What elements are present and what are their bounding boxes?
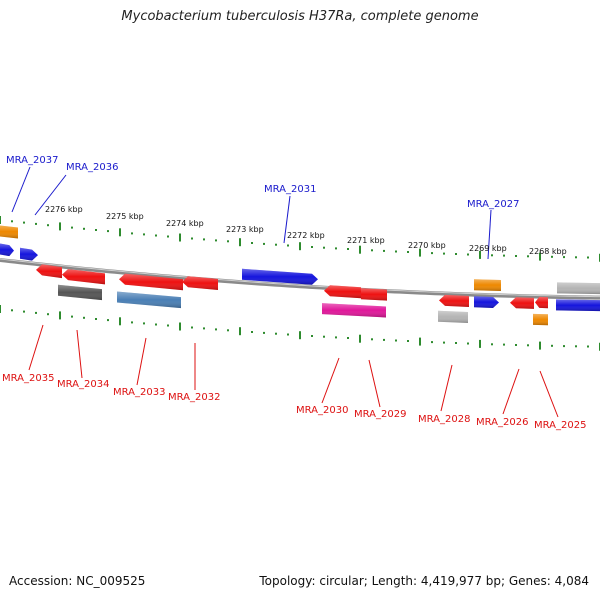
gene-arrow-shading	[510, 297, 534, 309]
gene-arrow-shading	[182, 276, 218, 290]
reverse-label-leader	[539, 370, 559, 418]
gene-feature[interactable]	[535, 296, 548, 309]
reverse-gene-label[interactable]: MRA_2033	[113, 387, 165, 398]
gene-feature[interactable]	[36, 264, 62, 279]
gene-arrow-shading	[119, 273, 183, 291]
outer-scale-ticks	[0, 216, 600, 262]
gene-arrow-shading	[242, 268, 318, 285]
gene-feature[interactable]	[182, 276, 218, 290]
gene-feature[interactable]	[533, 313, 548, 326]
scale-label: 2275 kbp	[106, 212, 144, 221]
reverse-label-leader	[440, 364, 453, 412]
reverse-gene-label[interactable]: MRA_2034	[57, 379, 109, 390]
reverse-label-leader	[136, 337, 147, 386]
scale-label: 2268 kbp	[529, 247, 567, 256]
scale-label: 2276 kbp	[45, 205, 83, 214]
scale-label: 2270 kbp	[408, 241, 446, 250]
gene-arrow-shading	[58, 284, 102, 301]
gene-feature[interactable]	[474, 296, 499, 308]
gene-feature[interactable]	[117, 291, 181, 309]
scale-label: 2274 kbp	[166, 219, 204, 228]
gene-arrow-shading	[361, 288, 387, 301]
reverse-label-leader	[28, 324, 44, 371]
gene-arrow-shading	[439, 294, 469, 307]
forward-gene-label[interactable]: MRA_2036	[66, 162, 118, 173]
gene-feature[interactable]	[510, 297, 534, 309]
gene-feature[interactable]	[557, 282, 600, 295]
gene-feature[interactable]	[0, 243, 14, 257]
gene-feature[interactable]	[62, 269, 105, 285]
gene-arrow-shading	[0, 225, 18, 239]
gene-arrow-shading	[322, 303, 386, 318]
scale-label: 2273 kbp	[226, 225, 264, 234]
forward-label-leader	[487, 209, 492, 260]
gene-feature[interactable]	[439, 294, 469, 307]
gene-feature[interactable]	[322, 303, 386, 318]
backbone-line	[0, 258, 600, 300]
scale-label: 2269 kbp	[469, 244, 507, 253]
forward-gene-label[interactable]: MRA_2031	[264, 184, 316, 195]
reverse-gene-label[interactable]: MRA_2032	[168, 392, 220, 403]
gene-arrow-shading	[533, 313, 548, 326]
reverse-label-leader	[76, 329, 83, 379]
gene-features[interactable]	[0, 225, 600, 326]
inner-scale-ticks	[0, 305, 600, 351]
scale-labels: 2276 kbp 2275 kbp 2274 kbp 2273 kbp 2272 kbp…	[45, 205, 567, 256]
reverse-gene-label[interactable]: MRA_2025	[534, 420, 586, 431]
label-leader-lines	[11, 166, 559, 418]
gene-feature[interactable]	[361, 288, 387, 301]
gene-feature[interactable]	[474, 279, 501, 291]
gene-feature[interactable]	[58, 284, 102, 301]
scale-label: 2272 kbp	[287, 231, 325, 240]
reverse-gene-label[interactable]: MRA_2030	[296, 405, 348, 416]
gene-arrow-shading	[438, 310, 468, 323]
reverse-gene-label[interactable]: MRA_2029	[354, 409, 406, 420]
gene-feature[interactable]	[324, 285, 361, 299]
reverse-label-leader	[502, 368, 520, 415]
gene-arrow-shading	[535, 296, 548, 309]
gene-arrow-shading	[324, 285, 361, 299]
genome-info-label: Topology: circular; Length: 4,419,977 bp…	[259, 574, 589, 588]
gene-arrow-shading	[557, 282, 600, 295]
forward-label-leader	[283, 195, 291, 244]
reverse-gene-label[interactable]: MRA_2026	[476, 417, 528, 428]
genome-backbone	[0, 258, 600, 300]
gene-feature[interactable]	[556, 299, 600, 312]
forward-gene-label[interactable]: MRA_2027	[467, 199, 519, 210]
backbone-highlight	[0, 258, 600, 298]
gene-arrow-shading	[474, 279, 501, 291]
accession-label: Accession: NC_009525	[9, 574, 146, 588]
gene-arrow-shading	[0, 243, 14, 257]
gene-arrow-shading	[20, 247, 38, 261]
gene-arrow-shading	[474, 296, 499, 308]
gene-arrow-shading	[36, 264, 62, 279]
gene-arrow-shading	[62, 269, 105, 285]
forward-label-leader	[11, 166, 31, 213]
gene-arrow-shading	[556, 299, 600, 312]
reverse-label-leader	[321, 357, 340, 404]
gene-feature[interactable]	[0, 225, 18, 239]
gene-arrow-shading	[117, 291, 181, 309]
reverse-label-leader	[368, 359, 381, 408]
forward-label-leader	[34, 174, 67, 216]
gene-feature[interactable]	[119, 273, 183, 291]
gene-labels[interactable]: MRA_2037 MRA_2036 MRA_2031 MRA_2027 MRA_2035…	[2, 155, 586, 431]
scale-label: 2271 kbp	[347, 236, 385, 245]
gene-feature[interactable]	[438, 310, 468, 323]
gene-feature[interactable]	[242, 268, 318, 285]
forward-gene-label[interactable]: MRA_2037	[6, 155, 58, 166]
reverse-gene-label[interactable]: MRA_2035	[2, 373, 54, 384]
page-title: Mycobacterium tuberculosis H37Ra, comple…	[121, 9, 479, 24]
reverse-gene-label[interactable]: MRA_2028	[418, 414, 470, 425]
gene-feature[interactable]	[20, 247, 38, 261]
